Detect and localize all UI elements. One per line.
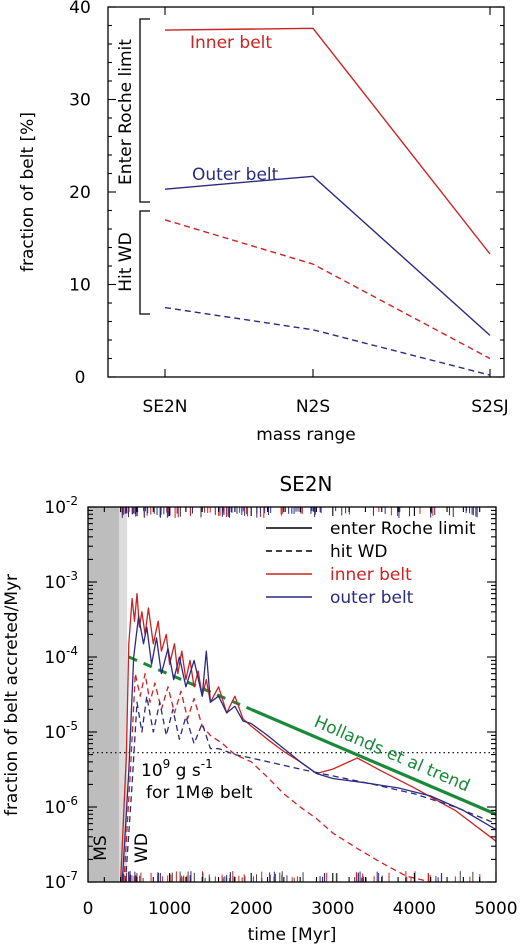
reference-label-part: 10 [141,761,163,781]
inner-belt-label: Inner belt [190,33,272,53]
bottom-x-ticks: 0 1000 2000 3000 4000 5000 [83,507,518,919]
top-x-tick-label: SE2N [142,397,187,417]
reference-label-part: 9 [163,757,171,771]
bottom-y-tick-label: 10-6 [44,794,78,818]
bracket-enter-roche [139,18,150,203]
bottom-x-tick-label: 4000 [393,899,436,919]
legend-label-1: hit WD [330,542,387,562]
bracket-hit-wd-label: Hit WD [116,232,136,291]
top-series-line-1 [164,175,491,336]
region-ms [88,507,120,882]
bottom-y-axis-label: fraction of belt accreted/Myr [2,574,22,816]
legend-label-0: enter Roche limit [330,519,476,539]
bottom-x-tick-label: 3000 [311,899,354,919]
bottom-y-tick-label: 10-2 [44,494,78,518]
bottom-x-tick-label: 2000 [230,899,273,919]
top-series-line-3 [164,306,491,376]
bottom-y-tick-label: 10-7 [44,869,78,893]
bottom-y-tick-label: 10-5 [44,719,78,743]
bottom-legend: enter Roche limit hit WD inner belt outer b… [266,519,476,608]
event-rug-marks [121,507,481,882]
legend-label-2: inner belt [330,565,412,585]
bottom-x-tick-label: 0 [83,899,94,919]
bottom-chart-title: SE2N [279,472,332,496]
reference-label-line1: 109 g s-1 [141,757,213,781]
bottom-x-tick-label: 1000 [148,899,191,919]
reference-label-line2: for 1M⊕ belt [146,783,253,803]
trend-line-solid [250,707,497,816]
top-series-line-0 [164,27,491,255]
region-wd-label: WD [132,833,152,863]
outer-belt-label: Outer belt [192,165,279,185]
top-y-tick-label: 20 [69,183,91,203]
top-y-ticks: 0 10 20 30 40 [69,0,504,388]
reference-label-part: -1 [201,757,213,771]
region-ms-label: MS [91,835,111,860]
reference-label-part: g s [170,761,201,781]
bottom-series-line-1 [121,615,497,883]
top-series-line-2 [164,219,491,360]
top-y-tick-label: 40 [69,0,91,18]
bottom-y-tick-label: 10-3 [44,569,78,593]
top-x-ticks: SE2N N2S S2SJ [142,7,509,417]
bracket-hit-wd [139,210,150,315]
bottom-series-line-3 [124,695,497,883]
bottom-y-tick-label: 10-4 [44,644,78,668]
bottom-y-ticks: 10-7 10-6 10-5 10-4 10-3 10-2 [44,494,496,893]
trend-line-dashed [128,655,252,711]
legend-label-3: outer belt [330,588,414,608]
bottom-x-tick-label: 5000 [474,899,517,919]
bottom-panel: SE2N MS WD Hollands et al trend 10-710-61… [2,472,518,945]
top-y-tick-label: 30 [69,91,91,111]
bottom-plot-frame [87,506,497,883]
top-series [164,27,491,376]
top-y-axis-label: fraction of belt [%] [18,112,38,272]
top-y-tick-label: 10 [69,276,91,296]
top-x-axis-label: mass range [256,425,356,445]
bottom-series-line-2 [123,672,431,883]
top-y-tick-label: 0 [75,368,86,388]
bottom-x-axis-label: time [Myr] [248,925,337,945]
top-plot-frame [107,6,505,378]
region-wd [119,507,128,882]
top-x-tick-label: S2SJ [471,397,508,417]
bottom-series-line-0 [119,592,497,883]
top-x-tick-label: N2S [296,397,330,417]
bracket-enter-roche-label: Enter Roche limit [116,39,136,185]
trend-label: Hollands et al trend [311,712,473,796]
phase-regions: MS WD [88,507,152,882]
